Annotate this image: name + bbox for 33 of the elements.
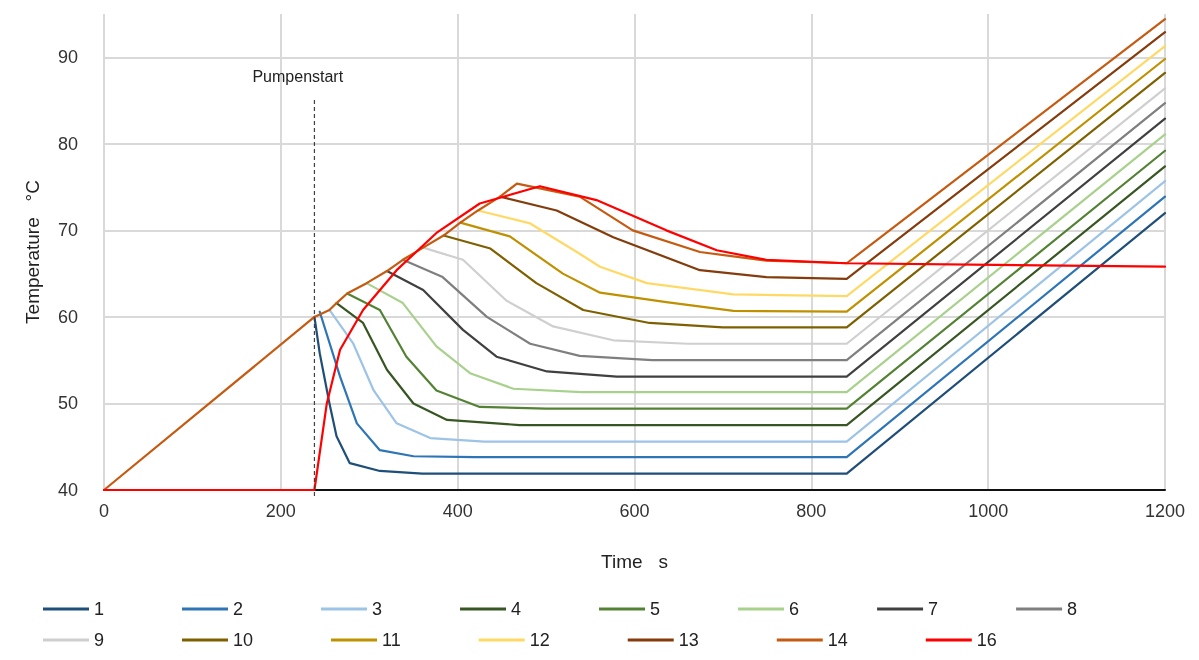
legend-label: 1 bbox=[94, 599, 105, 619]
y-tick-label: 50 bbox=[57, 393, 78, 414]
y-tick-label: 60 bbox=[57, 306, 78, 327]
x-axis-title: Time s bbox=[601, 551, 668, 572]
legend-label: 3 bbox=[372, 599, 383, 619]
x-tick-label: 200 bbox=[265, 501, 296, 521]
legend-label: 6 bbox=[789, 599, 800, 619]
y-tick-label: 80 bbox=[57, 133, 78, 154]
line-series bbox=[102, 185, 1167, 492]
legend-label: 13 bbox=[678, 630, 699, 650]
y-tick-label: 40 bbox=[57, 480, 78, 500]
legend-label: 5 bbox=[650, 599, 661, 619]
x-tick-label: 0 bbox=[98, 501, 110, 521]
x-tick-label: 800 bbox=[796, 501, 827, 521]
legend-label: 14 bbox=[827, 630, 848, 650]
legend-label: 2 bbox=[233, 599, 244, 619]
legend-label: 8 bbox=[1067, 599, 1078, 619]
y-tick-label: 90 bbox=[57, 47, 78, 68]
x-tick-label: 400 bbox=[442, 501, 473, 521]
legend-label: 10 bbox=[233, 630, 254, 650]
legend-label: 11 bbox=[382, 630, 401, 650]
x-tick-label: 1200 bbox=[1144, 501, 1186, 521]
x-tick-label: 1000 bbox=[968, 501, 1009, 521]
legend-label: 12 bbox=[529, 630, 550, 650]
legend-label: 7 bbox=[928, 599, 939, 619]
line-series bbox=[102, 18, 1167, 492]
legend-label: 9 bbox=[94, 630, 105, 650]
legend-label: 16 bbox=[976, 630, 997, 650]
x-tick-label: 600 bbox=[619, 501, 650, 521]
legend-label: 4 bbox=[511, 599, 522, 619]
y-axis-title: Temperature °C bbox=[22, 180, 43, 324]
y-tick-label: 70 bbox=[57, 220, 78, 241]
ref-line-label: Pumpenstart bbox=[252, 67, 344, 85]
